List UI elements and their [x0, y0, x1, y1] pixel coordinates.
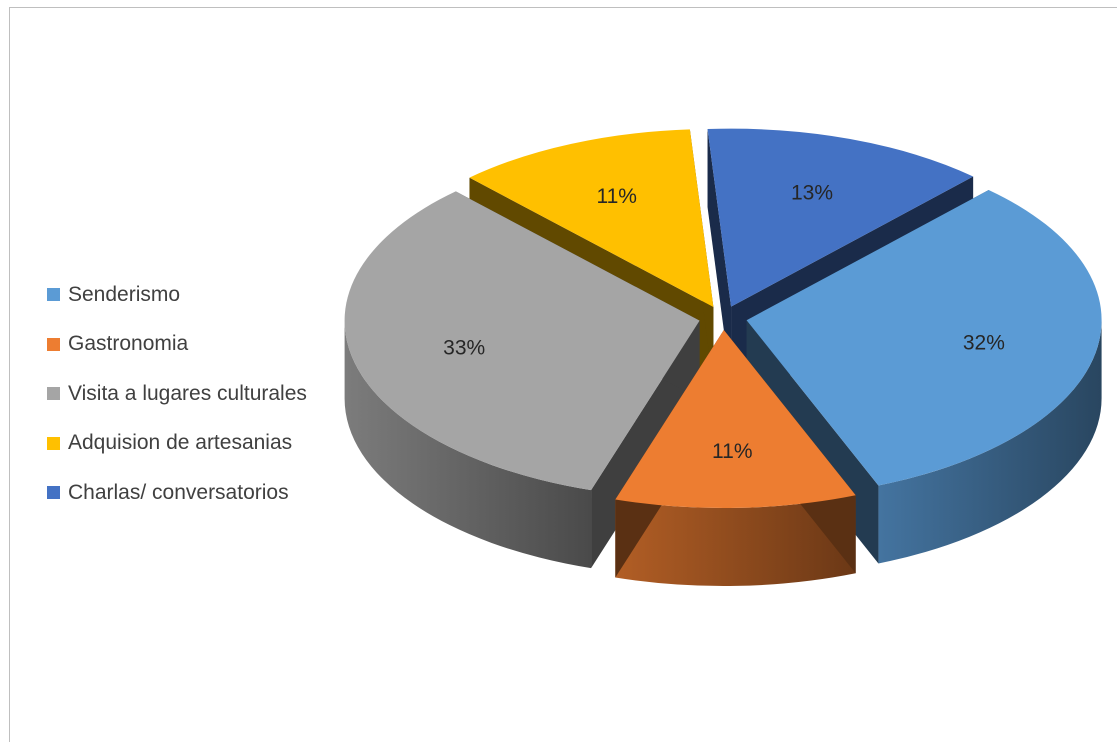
legend-swatch [47, 337, 60, 351]
legend-swatch [47, 486, 60, 500]
data-label: 11% [712, 440, 752, 463]
legend: Senderismo Gastronomia Visita a lugares … [47, 270, 307, 518]
slice-side [344, 320, 592, 569]
legend-item-artesanias: Adquision de artesanias [47, 419, 307, 469]
slice-top [707, 128, 974, 307]
data-label: 32% [963, 331, 1005, 354]
legend-label: Adquision de artesanias [68, 431, 293, 455]
pie-slice [344, 191, 700, 569]
legend-swatch [47, 436, 60, 450]
legend-item-visita: Visita a lugares culturales [47, 369, 307, 419]
legend-label: Gastronomia [68, 332, 189, 356]
pie-slice [615, 330, 856, 587]
legend-swatch [47, 288, 60, 302]
legend-item-senderismo: Senderismo [47, 270, 307, 320]
data-label: 13% [791, 182, 833, 205]
legend-label: Charlas/ conversatorios [68, 480, 289, 504]
slice-cut [707, 129, 732, 385]
slice-top [615, 330, 856, 509]
slice-top [469, 129, 714, 307]
slice-side [615, 495, 856, 587]
slice-side [878, 320, 1102, 564]
legend-item-charlas: Charlas/ conversatorios [47, 468, 307, 518]
slice-top [746, 190, 1102, 486]
legend-label: Senderismo [68, 282, 181, 306]
data-label: 33% [443, 336, 485, 359]
slice-top [344, 191, 700, 491]
data-label: 11% [597, 185, 637, 208]
legend-label: Visita a lugares culturales [68, 381, 307, 405]
legend-item-gastronomia: Gastronomia [47, 320, 307, 370]
legend-swatch [47, 387, 60, 401]
